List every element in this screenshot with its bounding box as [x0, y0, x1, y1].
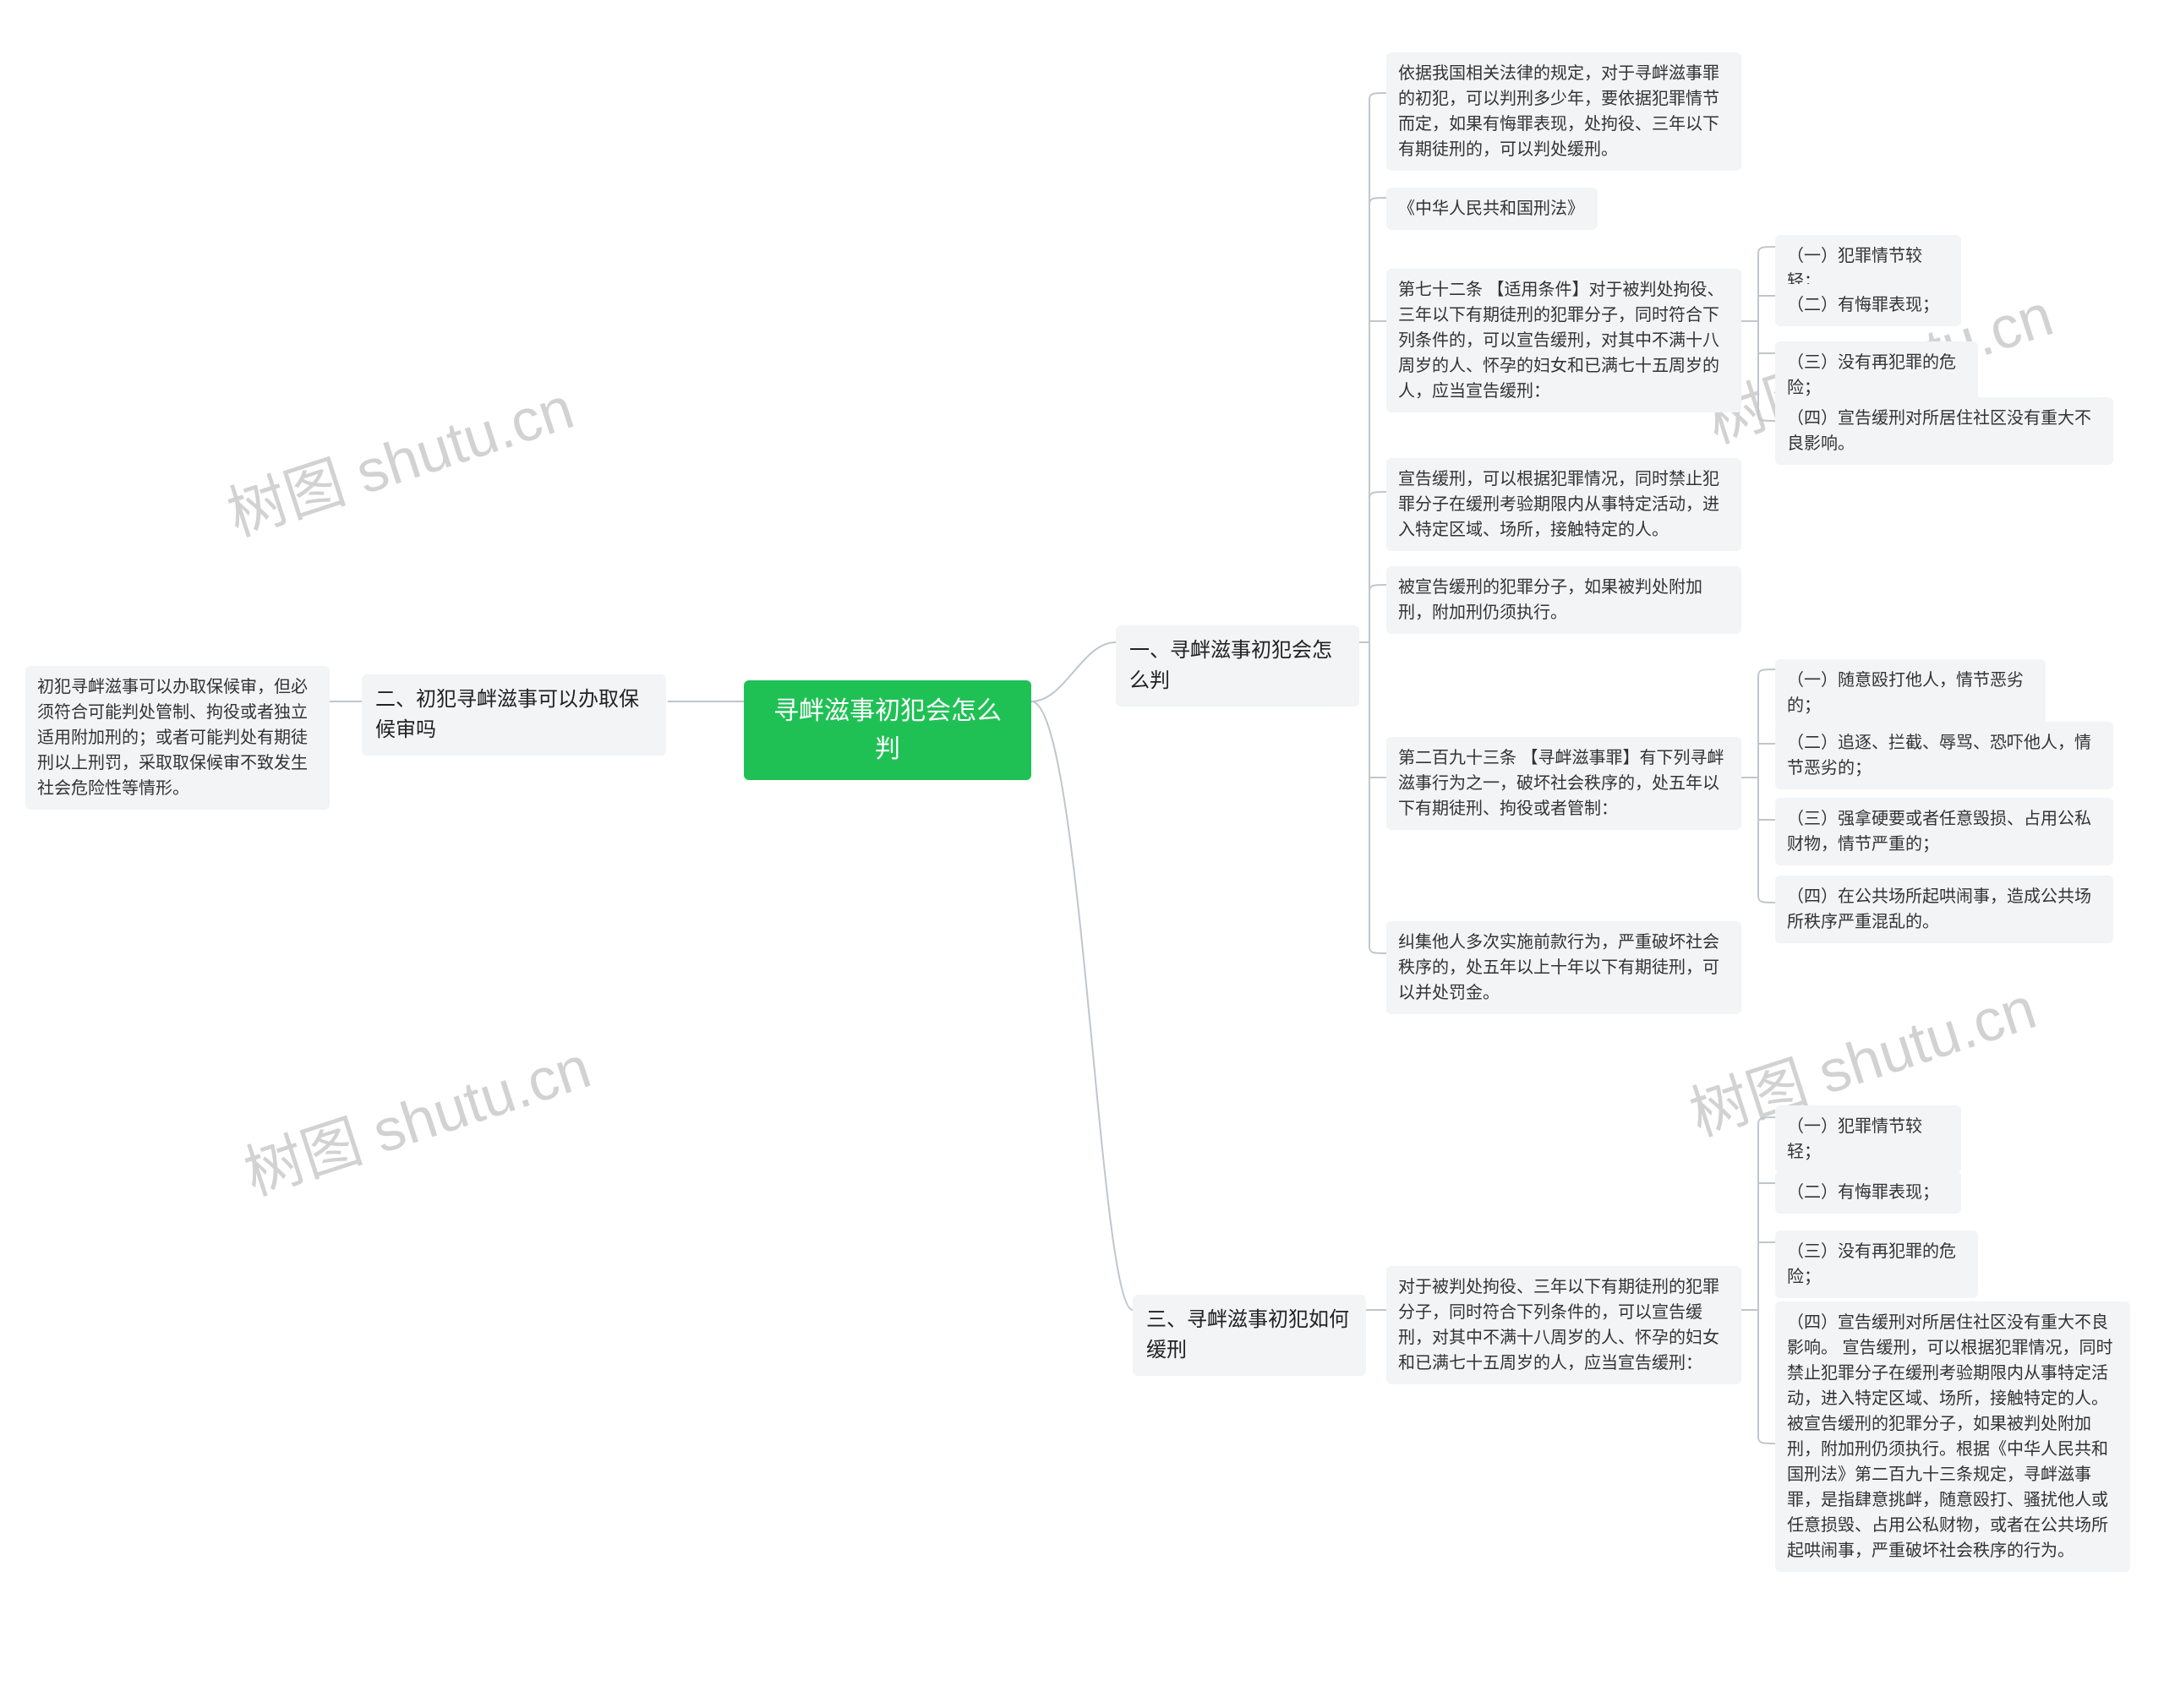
section-1-art293-2: （三）强拿硬要或者任意毁损、占用公私财物，情节严重的； [1775, 798, 2113, 865]
section-3-title[interactable]: 三、寻衅滋事初犯如何缓刑 [1133, 1295, 1366, 1376]
section-1-art72-3: （四）宣告缓刑对所居住社区没有重大不良影响。 [1775, 397, 2113, 465]
section-1-item-6: 纠集他人多次实施前款行为，严重破坏社会秩序的，处五年以上十年以下有期徒刑，可以并… [1386, 921, 1741, 1014]
section-1-item-2: 第七十二条 【适用条件】对于被判处拘役、三年以下有期徒刑的犯罪分子，同时符合下列… [1386, 269, 1741, 412]
section-1-art72-1: （二）有悔罪表现； [1775, 284, 1961, 326]
section-1-item-5: 第二百九十三条 【寻衅滋事罪】有下列寻衅滋事行为之一，破坏社会秩序的，处五年以下… [1386, 737, 1741, 830]
section-1-art293-0: （一）随意殴打他人，情节恶劣的； [1775, 659, 2046, 727]
section-1-art293-1: （二）追逐、拦截、辱骂、恐吓他人，情节恶劣的； [1775, 722, 2113, 789]
section-3-content: 对于被判处拘役、三年以下有期徒刑的犯罪分子，同时符合下列条件的，可以宣告缓刑，对… [1386, 1266, 1741, 1384]
section-1-item-1: 《中华人民共和国刑法》 [1386, 188, 1598, 230]
section-1-item-4: 被宣告缓刑的犯罪分子，如果被判处附加刑，附加刑仍须执行。 [1386, 566, 1741, 634]
root-node[interactable]: 寻衅滋事初犯会怎么判 [744, 680, 1031, 780]
section-3-item-3: （四）宣告缓刑对所居住社区没有重大不良影响。 宣告缓刑，可以根据犯罪情况，同时禁… [1775, 1301, 2130, 1572]
section-3-item-1: （二）有悔罪表现； [1775, 1171, 1961, 1214]
mindmap-canvas: 树图 shutu.cn 树图 shutu.cn 树图 shutu.cn 树图 s… [0, 0, 2164, 1708]
section-1-item-0: 依据我国相关法律的规定，对于寻衅滋事罪的初犯，可以判刑多少年，要依据犯罪情节而定… [1386, 52, 1741, 171]
section-3-item-2: （三）没有再犯罪的危险； [1775, 1231, 1978, 1298]
section-2-content: 初犯寻衅滋事可以办取保候审，但必须符合可能判处管制、拘役或者独立适用附加刑的；或… [25, 666, 330, 810]
section-2-title[interactable]: 二、初犯寻衅滋事可以办取保候审吗 [362, 674, 666, 756]
section-3-item-0: （一）犯罪情节较轻； [1775, 1105, 1961, 1173]
section-1-art293-3: （四）在公共场所起哄闹事，造成公共场所秩序严重混乱的。 [1775, 876, 2113, 943]
section-1-item-3: 宣告缓刑，可以根据犯罪情况，同时禁止犯罪分子在缓刑考验期限内从事特定活动，进入特… [1386, 458, 1741, 551]
watermark: 树图 shutu.cn [216, 361, 583, 553]
section-1-title[interactable]: 一、寻衅滋事初犯会怎么判 [1116, 625, 1359, 707]
watermark: 树图 shutu.cn [232, 1020, 600, 1212]
